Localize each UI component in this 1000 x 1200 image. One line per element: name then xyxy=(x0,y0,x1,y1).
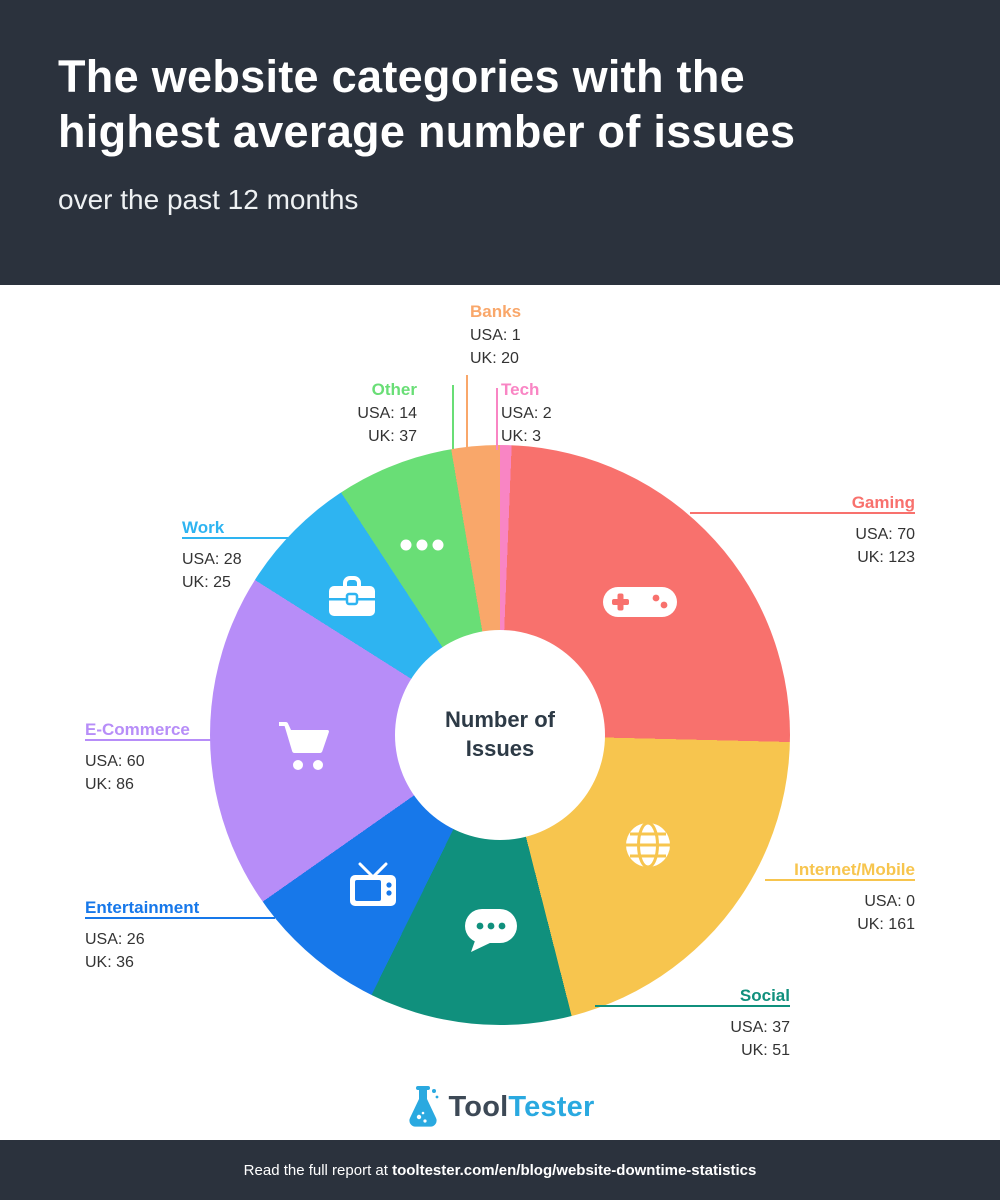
label-other-leader-line xyxy=(452,385,454,449)
label-social-uk: UK: 51 xyxy=(741,1042,790,1059)
label-internet-mobile-usa: USA: 0 xyxy=(864,893,915,910)
label-social: Social USA: 37 UK: 51 xyxy=(730,986,790,1062)
label-other-usa: USA: 14 xyxy=(357,405,417,422)
label-work-leader-line xyxy=(182,537,288,539)
page-subtitle: over the past 12 months xyxy=(58,183,359,215)
label-ecommerce-leader-line xyxy=(85,739,212,741)
label-other: Other USA: 14 UK: 37 xyxy=(317,380,417,448)
ellipsis-icon xyxy=(400,539,444,551)
label-work-uk: UK: 25 xyxy=(182,574,231,591)
report-text: Read the full report at tooltester.com/e… xyxy=(244,1162,757,1179)
flask-icon xyxy=(406,1085,440,1130)
label-banks: Banks USA: 1 UK: 20 xyxy=(470,302,521,370)
globe-icon xyxy=(624,821,672,869)
label-gaming-name: Gaming xyxy=(851,493,915,512)
label-gaming-leader-line xyxy=(690,512,915,514)
logo-text-tool: Tool xyxy=(448,1091,509,1123)
report-text-prefix: Read the full report at xyxy=(243,1161,393,1179)
label-other-name: Other xyxy=(371,380,417,399)
label-work-usa: USA: 28 xyxy=(182,551,242,568)
tv-icon xyxy=(347,862,399,908)
label-internet-mobile-leader-line xyxy=(765,879,915,881)
shopping-cart-icon xyxy=(276,720,332,772)
label-tech: Tech USA: 2 UK: 3 xyxy=(501,380,552,448)
label-ecommerce-name: E-Commerce xyxy=(85,720,190,739)
label-internet-mobile-uk: UK: 161 xyxy=(857,916,915,933)
label-social-name: Social xyxy=(739,986,790,1005)
label-entertainment: Entertainment USA: 26 UK: 36 xyxy=(85,898,199,974)
label-social-usa: USA: 37 xyxy=(730,1019,790,1036)
logo-text-tester: Tester xyxy=(508,1091,595,1123)
label-banks-name: Banks xyxy=(470,302,522,321)
label-tech-leader-line xyxy=(496,388,498,450)
label-tech-uk: UK: 3 xyxy=(501,428,542,445)
label-banks-leader-line xyxy=(466,375,468,447)
label-entertainment-uk: UK: 36 xyxy=(85,954,134,971)
label-entertainment-name: Entertainment xyxy=(85,898,200,917)
label-internet-mobile-name: Internet/Mobile xyxy=(794,860,915,879)
label-tech-usa: USA: 2 xyxy=(501,405,552,422)
footer-bar: Read the full report at tooltester.com/e… xyxy=(0,1140,1000,1200)
footer-logo: ToolTester xyxy=(0,1075,1000,1140)
header: The website categories with the highest … xyxy=(0,0,1000,285)
label-gaming: Gaming USA: 70 UK: 123 xyxy=(852,493,915,569)
briefcase-icon xyxy=(328,576,376,618)
label-banks-uk: UK: 20 xyxy=(470,350,519,367)
chart-section: Number of Issues Banks USA: 1 UK: 20 Tec… xyxy=(0,285,1000,1075)
donut-center-label: Number of Issues xyxy=(445,707,555,761)
label-work-name: Work xyxy=(182,518,225,537)
logo-wordmark: ToolTester xyxy=(449,1091,595,1124)
label-work: Work USA: 28 UK: 25 xyxy=(182,518,242,594)
label-internet-mobile: Internet/Mobile USA: 0 UK: 161 xyxy=(794,860,915,936)
label-other-uk: UK: 37 xyxy=(368,428,417,445)
gamepad-icon xyxy=(602,576,678,624)
page-title: The website categories with the highest … xyxy=(58,51,796,157)
chat-bubble-icon xyxy=(464,908,518,954)
report-url-link[interactable]: tooltester.com/en/blog/website-downtime-… xyxy=(392,1161,757,1179)
donut-center: Number of Issues xyxy=(395,630,605,840)
label-gaming-uk: UK: 123 xyxy=(857,549,915,566)
label-ecommerce-uk: UK: 86 xyxy=(85,776,134,793)
label-entertainment-leader-line xyxy=(85,917,275,919)
label-ecommerce: E-Commerce USA: 60 UK: 86 xyxy=(85,720,190,796)
label-gaming-usa: USA: 70 xyxy=(855,526,915,543)
label-tech-name: Tech xyxy=(501,380,540,399)
label-entertainment-usa: USA: 26 xyxy=(85,931,145,948)
label-social-leader-line xyxy=(595,1005,790,1007)
label-banks-usa: USA: 1 xyxy=(470,327,521,344)
label-ecommerce-usa: USA: 60 xyxy=(85,753,145,770)
